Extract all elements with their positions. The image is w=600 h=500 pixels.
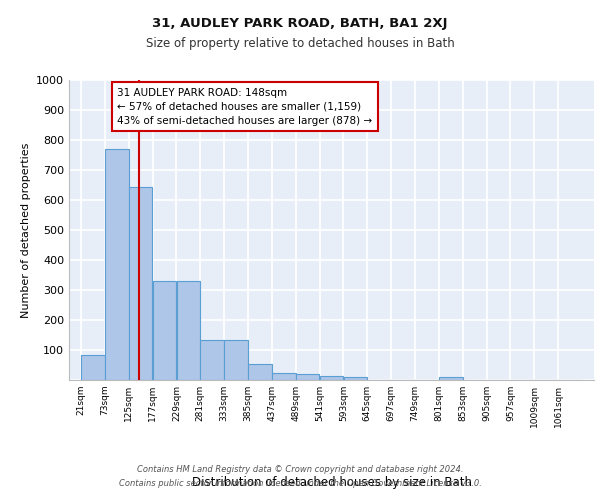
Bar <box>248 364 272 380</box>
Text: 31 AUDLEY PARK ROAD: 148sqm
← 57% of detached houses are smaller (1,159)
43% of : 31 AUDLEY PARK ROAD: 148sqm ← 57% of det… <box>117 88 373 126</box>
Bar <box>200 340 224 380</box>
Bar <box>320 376 343 380</box>
Bar <box>224 340 248 380</box>
Bar <box>344 377 367 380</box>
Bar <box>272 372 296 380</box>
Bar <box>105 149 128 380</box>
X-axis label: Distribution of detached houses by size in Bath: Distribution of detached houses by size … <box>191 476 472 488</box>
Bar <box>296 374 319 380</box>
Y-axis label: Number of detached properties: Number of detached properties <box>20 142 31 318</box>
Bar <box>176 281 200 380</box>
Text: Size of property relative to detached houses in Bath: Size of property relative to detached ho… <box>146 38 454 51</box>
Bar <box>152 281 176 380</box>
Bar <box>129 186 152 380</box>
Text: Contains HM Land Registry data © Crown copyright and database right 2024.
Contai: Contains HM Land Registry data © Crown c… <box>119 466 481 487</box>
Bar <box>439 377 463 380</box>
Bar <box>81 354 104 380</box>
Text: 31, AUDLEY PARK ROAD, BATH, BA1 2XJ: 31, AUDLEY PARK ROAD, BATH, BA1 2XJ <box>152 18 448 30</box>
